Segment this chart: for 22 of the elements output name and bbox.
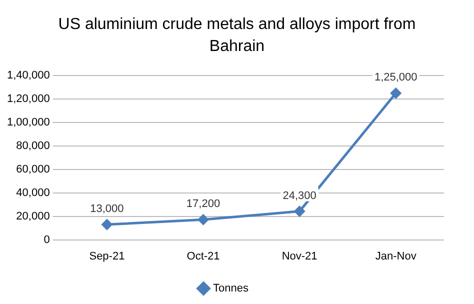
x-tick-label: Oct-21 — [186, 250, 220, 262]
data-label: 17,200 — [186, 198, 220, 210]
chart-title: US aluminium crude metals and alloys import from Bahrain — [57, 15, 417, 57]
y-tick-label: 80,000 — [16, 140, 50, 152]
y-tick-label: 1,40,000 — [6, 70, 50, 82]
point — [102, 219, 112, 230]
y-tick-label: 60,000 — [16, 163, 50, 176]
y-tick-label: 40,000 — [16, 186, 50, 199]
legend-label: Tonnes — [213, 282, 249, 295]
point — [390, 88, 402, 98]
x-tick-label: Sep-21 — [89, 250, 125, 262]
point — [294, 206, 305, 217]
y-tick-label: 1,00,000 — [6, 116, 50, 129]
y-tick-label: 0 — [44, 234, 50, 246]
x-tick-label: Jan-Nov — [375, 250, 417, 262]
data-label: 1,25,000 — [374, 72, 418, 84]
y-tick-label: 1,20,000 — [6, 93, 50, 106]
y-tick-label: 20,000 — [16, 210, 50, 222]
x-tick-label: Nov-21 — [282, 250, 318, 262]
data-label: 13,000 — [90, 203, 124, 216]
point — [198, 214, 209, 225]
data-label: 24,300 — [282, 190, 316, 202]
